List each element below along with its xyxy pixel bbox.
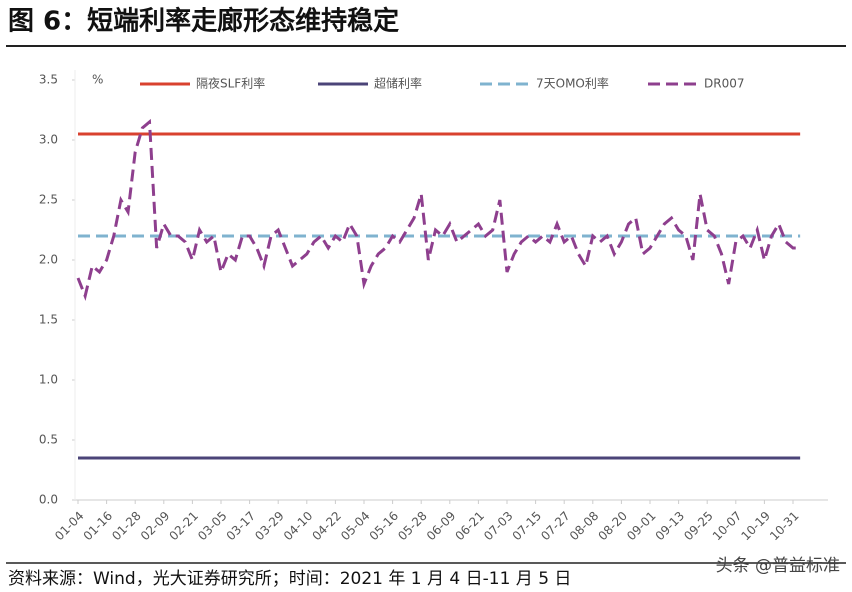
- x-tick-label: 09-01: [624, 509, 659, 544]
- y-tick-label: 3.0: [39, 133, 58, 147]
- chart-title: 图 6：短端利率走廊形态维持稳定: [8, 6, 399, 37]
- x-tick-label: 01-28: [109, 509, 144, 544]
- legend-label: 隔夜SLF利率: [196, 76, 265, 91]
- y-tick-label: 2.5: [39, 193, 58, 207]
- x-tick-label: 09-13: [653, 509, 688, 544]
- x-tick-label: 06-09: [424, 509, 459, 544]
- x-tick-label: 08-08: [567, 509, 602, 544]
- y-tick-label: 3.5: [39, 73, 58, 87]
- x-tick-label: 02-09: [138, 509, 173, 544]
- x-tick-label: 07-03: [481, 509, 516, 544]
- x-tick-label: 05-28: [395, 509, 430, 544]
- y-tick-label: 0.5: [39, 433, 58, 447]
- y-tick-label: 1.5: [39, 313, 58, 327]
- watermark: 头条 @普益标准: [716, 556, 840, 576]
- legend-label: DR007: [704, 77, 744, 91]
- x-tick-label: 01-16: [81, 509, 116, 544]
- x-tick-label: 06-21: [452, 509, 487, 544]
- x-tick-label: 05-04: [338, 509, 373, 544]
- x-tick-label: 05-16: [367, 509, 402, 544]
- x-tick-label: 03-05: [195, 509, 230, 544]
- x-tick-label: 07-27: [538, 509, 573, 544]
- x-tick-label: 03-17: [224, 509, 259, 544]
- x-tick-label: 03-29: [252, 509, 287, 544]
- x-tick-label: 07-15: [510, 509, 545, 544]
- x-tick-label: 08-20: [595, 509, 630, 544]
- series-line: [76, 118, 801, 301]
- y-unit: %: [92, 73, 103, 87]
- x-tick-label: 09-25: [681, 509, 716, 544]
- legend-label: 超储利率: [374, 76, 422, 91]
- legend-label: 7天OMO利率: [536, 76, 609, 91]
- x-tick-label: 10-19: [738, 509, 773, 544]
- x-tick-label: 04-22: [309, 509, 344, 544]
- y-tick-label: 1.0: [39, 373, 58, 387]
- x-tick-label: 10-07: [710, 509, 745, 544]
- source-note: 资料来源：Wind，光大证券研究所；时间：2021 年 1 月 4 日-11 月…: [8, 569, 571, 589]
- x-tick-label: 04-10: [281, 509, 316, 544]
- x-tick-label: 10-31: [767, 509, 802, 544]
- x-tick-label: 01-04: [52, 509, 87, 544]
- y-tick-label: 0.0: [39, 493, 58, 507]
- y-tick-label: 2.0: [39, 253, 58, 267]
- x-tick-label: 02-21: [166, 509, 201, 544]
